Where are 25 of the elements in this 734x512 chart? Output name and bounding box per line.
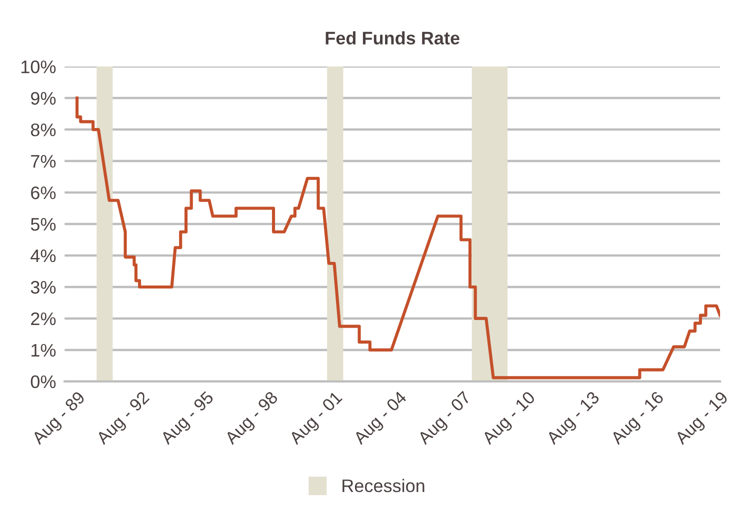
x-tick-label: Aug - 07 <box>416 390 474 448</box>
y-tick-label: 2% <box>31 312 56 326</box>
y-tick-label: 4% <box>30 250 56 262</box>
y-tick-label: 10% <box>22 60 56 74</box>
y-tick-label: 8% <box>30 123 56 136</box>
chart-title: Fed Funds Rate <box>326 31 460 45</box>
y-tick-label: 6% <box>31 186 56 200</box>
y-tick-label: 3% <box>30 280 56 294</box>
x-tick-label: Aug - 92 <box>95 390 152 448</box>
x-tick-label: Aug - 16 <box>610 390 667 448</box>
x-tick-label: Aug - 89 <box>30 390 88 448</box>
x-tick-label: Aug - 13 <box>545 390 602 448</box>
x-tick-label: Aug - 10 <box>481 390 538 448</box>
y-tick-label: 5% <box>30 218 56 231</box>
line-series <box>76 96 720 380</box>
x-tick-label: Aug - 01 <box>288 390 346 448</box>
y-tick-label: 7% <box>31 155 56 168</box>
x-tick-label: Aug - 04 <box>352 390 410 448</box>
y-tick-label: 9% <box>31 92 56 105</box>
x-tick-label: Aug - 98 <box>224 390 281 448</box>
legend-label: Recession <box>342 478 424 492</box>
x-tick-label: Aug - 95 <box>160 390 217 448</box>
x-tick-label: Aug - 19 <box>674 390 731 448</box>
y-tick-label: 1% <box>32 344 56 357</box>
y-tick-label: 0% <box>30 375 56 388</box>
